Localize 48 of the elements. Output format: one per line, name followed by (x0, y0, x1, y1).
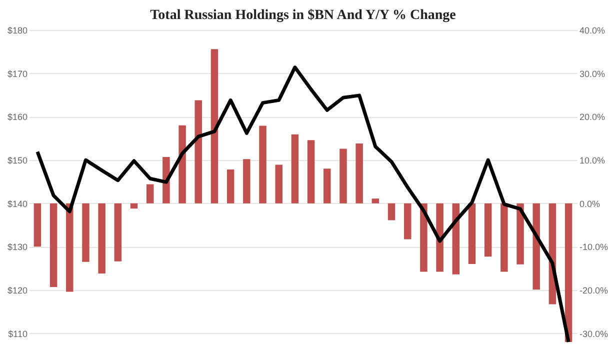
y-tick-label: $130 (7, 242, 28, 252)
bar (291, 134, 299, 204)
y-tick-label: $160 (7, 112, 28, 122)
bar (500, 203, 508, 272)
bar (194, 100, 202, 204)
y-tick-label: $170 (7, 68, 28, 79)
bar (50, 203, 58, 287)
line-series (36, 66, 570, 344)
y2-tick-label: 10.0% (580, 156, 606, 166)
bar (532, 203, 540, 290)
y2-tick-label: 30.0% (580, 68, 606, 79)
bar (404, 203, 412, 240)
bar (324, 168, 331, 204)
y2-tick-label: 40.0% (580, 26, 606, 36)
bar (146, 184, 154, 204)
chart-title: Total Russian Holdings in $BN And Y/Y % Change (150, 8, 456, 23)
bar (34, 203, 42, 247)
bar (356, 144, 363, 204)
y2-tick-label: 20.0% (580, 112, 606, 122)
bar (307, 140, 315, 204)
bar (226, 170, 234, 204)
bar (114, 203, 122, 262)
bar (178, 125, 186, 204)
bar (66, 203, 74, 292)
y2-tick-label: 0.0% (580, 198, 600, 209)
bar (468, 203, 476, 264)
bar (436, 203, 444, 272)
bar (243, 159, 250, 204)
bar (259, 126, 266, 204)
bar (130, 203, 138, 209)
y2-tick-label: -20.0% (580, 286, 608, 296)
bar (484, 203, 492, 257)
bar (82, 203, 90, 262)
bar (516, 203, 524, 264)
y2-tick-label: -30.0% (580, 328, 608, 339)
y-tick-label: $180 (7, 26, 28, 36)
bar (275, 164, 282, 204)
bar (98, 203, 106, 274)
y-tick-label: $140 (7, 198, 28, 209)
y-tick-label: $150 (7, 156, 28, 166)
y-tick-label: $110 (8, 328, 28, 339)
y2-tick-label: -10.0% (580, 242, 608, 252)
bar (564, 203, 572, 342)
bar (372, 198, 380, 204)
bar (388, 203, 396, 220)
y-tick-label: $120 (7, 286, 28, 296)
bar (210, 49, 218, 204)
bar (340, 148, 347, 204)
